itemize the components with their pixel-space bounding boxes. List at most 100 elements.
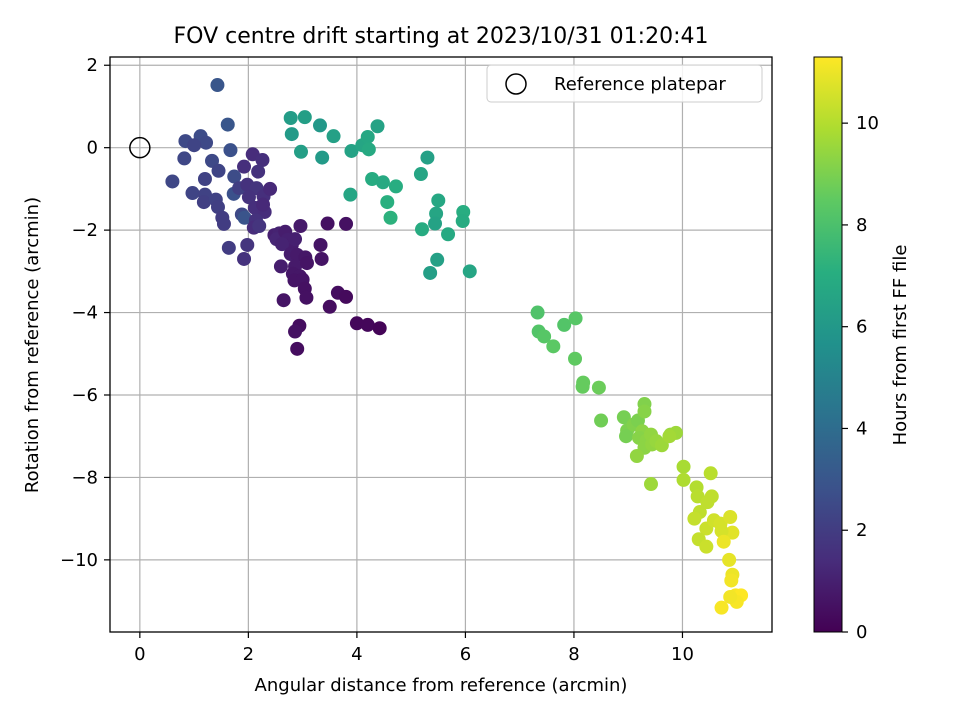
legend-label: Reference platepar [554, 74, 726, 95]
data-point [251, 164, 266, 179]
data-point [284, 127, 299, 142]
data-point [288, 232, 303, 247]
data-point [187, 138, 202, 153]
data-point [263, 181, 278, 196]
data-point [388, 179, 403, 194]
data-point [629, 448, 644, 463]
data-point [420, 150, 435, 165]
data-point [703, 466, 718, 481]
data-point [714, 600, 729, 615]
data-point [196, 195, 211, 210]
data-point [313, 237, 328, 252]
colorbar-tick-label: 0 [856, 622, 867, 643]
y-tick-label: −10 [60, 550, 98, 571]
data-point [205, 153, 220, 168]
data-point [221, 240, 236, 255]
y-tick-label: −6 [71, 385, 98, 406]
data-point [237, 159, 252, 174]
data-point [343, 187, 358, 202]
data-point [273, 259, 288, 274]
legend-marker-icon [505, 73, 527, 95]
data-point [255, 153, 270, 168]
data-point [431, 193, 446, 208]
data-point [290, 341, 305, 356]
data-point [722, 552, 737, 567]
data-point [619, 429, 634, 444]
colorbar-tick-label: 10 [856, 113, 879, 134]
data-point [197, 172, 212, 187]
data-point [716, 534, 731, 549]
reference-marker [129, 136, 151, 159]
data-point [724, 573, 739, 588]
data-point [210, 78, 225, 93]
data-point [326, 129, 341, 144]
data-point [220, 117, 235, 132]
data-point [237, 251, 252, 266]
data-point [315, 150, 330, 165]
legend: Reference platepar [486, 64, 763, 103]
data-point [237, 210, 252, 225]
data-point [294, 144, 309, 159]
y-tick-label: 2 [87, 55, 98, 76]
data-point [223, 143, 238, 158]
data-point [299, 290, 314, 305]
colorbar-ticks: 0 2 4 6 8 10 [842, 113, 879, 643]
data-point [349, 316, 364, 331]
data-point [616, 410, 631, 425]
data-point [297, 110, 312, 125]
data-point [320, 216, 335, 231]
data-point [365, 172, 380, 187]
x-tick-label: 2 [243, 644, 254, 665]
data-point [360, 317, 375, 332]
data-point [676, 472, 691, 487]
y-tick-label: −4 [71, 303, 98, 324]
data-point [575, 379, 590, 394]
data-point [256, 197, 271, 212]
data-point [723, 589, 738, 604]
data-point [275, 237, 290, 252]
colorbar [813, 56, 843, 633]
data-point [423, 265, 438, 280]
data-point [415, 222, 430, 237]
data-point [462, 264, 477, 279]
x-tick-label: 8 [568, 644, 579, 665]
data-point [370, 119, 385, 134]
data-point [428, 216, 443, 231]
x-axis-label: Angular distance from reference (arcmin) [255, 675, 628, 696]
data-point [241, 190, 256, 205]
data-point [240, 237, 255, 252]
data-point [339, 216, 354, 231]
data-point [216, 216, 231, 231]
data-point [293, 218, 308, 233]
legend-box [486, 64, 763, 103]
data-point [375, 175, 390, 190]
data-point [546, 339, 561, 354]
data-point [314, 251, 329, 266]
data-point [165, 174, 180, 189]
data-point [662, 429, 677, 444]
data-point [383, 210, 398, 225]
x-axis-ticks: 0 2 4 6 8 10 [134, 632, 694, 665]
data-point [227, 169, 242, 184]
data-point [687, 511, 702, 526]
data-point [441, 227, 456, 242]
colorbar-tick-label: 8 [856, 215, 867, 236]
x-tick-label: 0 [134, 644, 145, 665]
data-point [322, 299, 337, 314]
data-point [372, 321, 387, 336]
data-point [568, 311, 583, 326]
data-point [288, 324, 303, 339]
data-point [177, 151, 192, 166]
data-point [455, 214, 470, 229]
data-point [361, 142, 376, 157]
data-point [339, 289, 354, 304]
data-point [557, 317, 572, 332]
colorbar-tick-label: 4 [856, 418, 867, 439]
data-point [210, 200, 225, 215]
y-axis-ticks: 2 0 −2 −4 −6 −8 −10 [60, 55, 110, 571]
data-point [312, 118, 327, 133]
y-tick-label: −2 [71, 220, 98, 241]
data-point [380, 195, 395, 210]
x-tick-label: 4 [351, 644, 362, 665]
